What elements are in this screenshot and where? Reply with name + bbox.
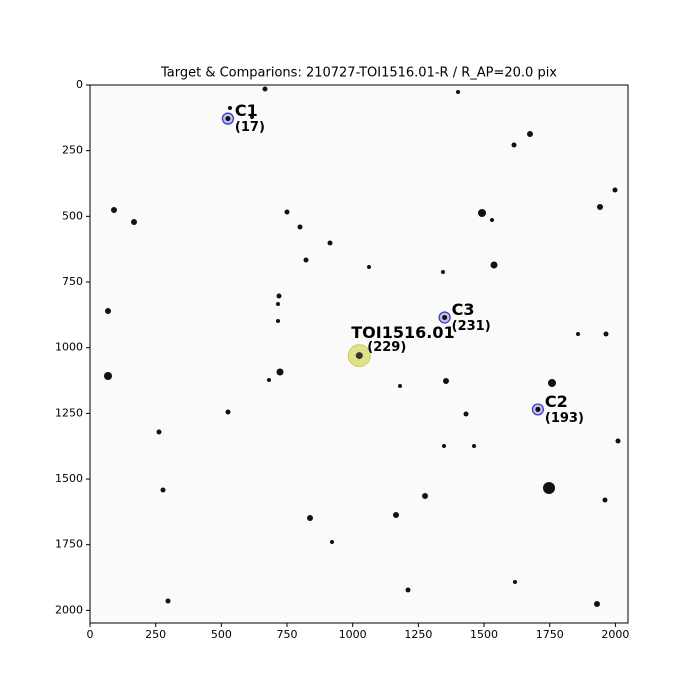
comparison-star bbox=[225, 116, 231, 122]
axes-frame bbox=[89, 84, 629, 624]
comparison-label: C1 bbox=[235, 101, 258, 120]
y-tick-label: 1000 bbox=[55, 341, 83, 354]
chart-title: Target & Comparions: 210727-TOI1516.01-R… bbox=[160, 66, 557, 81]
comparison-label: C2 bbox=[545, 392, 568, 411]
y-tick-label: 1250 bbox=[55, 406, 83, 419]
y-tick-label: 0 bbox=[76, 78, 83, 91]
stars bbox=[104, 86, 621, 607]
x-tick-label: 1750 bbox=[536, 628, 564, 641]
y-tick-label: 750 bbox=[62, 275, 83, 288]
target-label: TOI1516.01 bbox=[351, 323, 454, 342]
x-tick-label: 250 bbox=[145, 628, 166, 641]
y-tick-label: 2000 bbox=[55, 603, 83, 616]
x-tick-label: 1500 bbox=[470, 628, 498, 641]
y-tick-label: 500 bbox=[62, 209, 83, 222]
comparison-star bbox=[442, 314, 448, 320]
x-tick-label: 500 bbox=[211, 628, 232, 641]
comparison-star bbox=[535, 406, 541, 412]
x-tick-label: 1250 bbox=[404, 628, 432, 641]
x-tick-label: 0 bbox=[87, 628, 94, 641]
x-tick-label: 2000 bbox=[601, 628, 629, 641]
comparison-sublabel: (17) bbox=[235, 120, 265, 135]
y-tick-label: 1500 bbox=[55, 472, 83, 485]
target-star bbox=[355, 352, 363, 360]
x-tick-label: 750 bbox=[277, 628, 298, 641]
comparison-sublabel: (193) bbox=[545, 411, 584, 426]
comparison-sublabel: (231) bbox=[452, 319, 491, 334]
target-sublabel: (229) bbox=[367, 340, 406, 355]
x-tick-label: 1000 bbox=[339, 628, 367, 641]
y-tick-label: 250 bbox=[62, 144, 83, 157]
y-tick-label: 1750 bbox=[55, 538, 83, 551]
comparison-label: C3 bbox=[452, 300, 475, 319]
